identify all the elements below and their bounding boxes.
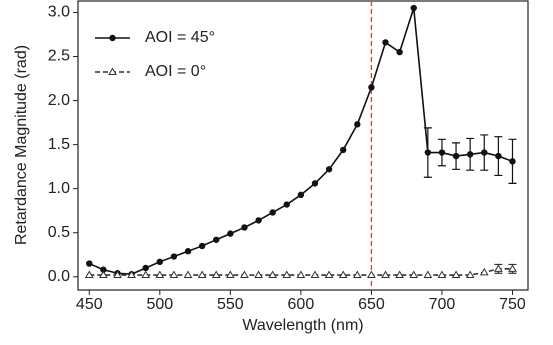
data-point bbox=[451, 270, 461, 279]
x-tick-label: 450 bbox=[76, 296, 103, 313]
x-tick-label: 600 bbox=[288, 296, 315, 313]
y-tick-label: 2.5 bbox=[48, 48, 70, 65]
data-point bbox=[225, 270, 235, 279]
data-point bbox=[142, 264, 149, 272]
data-point bbox=[509, 158, 516, 165]
data-point bbox=[437, 270, 447, 279]
data-point bbox=[465, 270, 475, 279]
y-tick-label: 0.5 bbox=[48, 224, 70, 241]
data-point bbox=[86, 260, 93, 267]
data-point bbox=[381, 270, 390, 279]
legend-label: AOI = 0° bbox=[145, 63, 206, 80]
data-point bbox=[452, 152, 460, 160]
data-point bbox=[310, 270, 320, 279]
y-tick-label: 3.0 bbox=[48, 4, 70, 21]
data-point bbox=[311, 180, 319, 187]
data-point bbox=[409, 270, 419, 279]
data-point bbox=[352, 270, 362, 279]
data-point bbox=[254, 270, 263, 279]
data-point bbox=[324, 270, 334, 279]
data-point bbox=[198, 242, 206, 250]
y-tick-label: 1.5 bbox=[48, 136, 70, 153]
data-point bbox=[495, 152, 502, 160]
x-tick-label: 750 bbox=[499, 296, 526, 313]
data-point bbox=[297, 191, 305, 199]
data-point bbox=[340, 146, 347, 154]
data-point bbox=[382, 39, 389, 46]
y-tick-label: 2.0 bbox=[48, 92, 70, 109]
data-point bbox=[396, 48, 403, 56]
data-point bbox=[113, 270, 122, 279]
x-axis-label: Wavelength (nm) bbox=[242, 317, 363, 334]
data-point bbox=[155, 270, 165, 279]
data-point bbox=[283, 201, 290, 208]
y-tick-label: 1.0 bbox=[48, 180, 70, 197]
data-point bbox=[508, 264, 517, 272]
data-point bbox=[424, 149, 432, 156]
data-point bbox=[184, 248, 192, 255]
data-point bbox=[127, 270, 136, 279]
data-point bbox=[156, 258, 164, 266]
x-tick-label: 550 bbox=[217, 296, 244, 313]
data-point bbox=[211, 270, 221, 279]
data-point bbox=[183, 270, 193, 279]
y-axis-label: Retardance Magnitude (rad) bbox=[13, 45, 30, 245]
legend-label: AOI = 45° bbox=[145, 29, 215, 46]
data-point bbox=[479, 267, 489, 276]
data-point bbox=[367, 270, 376, 279]
data-point bbox=[410, 4, 417, 12]
series-line bbox=[88, 7, 513, 275]
x-tick-label: 500 bbox=[146, 296, 173, 313]
data-point bbox=[227, 230, 234, 237]
data-point bbox=[268, 270, 278, 279]
data-point bbox=[438, 149, 446, 156]
data-point bbox=[213, 236, 220, 243]
data-point bbox=[240, 270, 249, 279]
data-point bbox=[170, 253, 178, 260]
y-tick-label: 0.0 bbox=[48, 268, 70, 285]
data-point bbox=[423, 270, 433, 279]
legend-marker bbox=[109, 34, 116, 42]
data-point bbox=[255, 217, 262, 224]
data-point bbox=[368, 84, 375, 91]
data-point bbox=[325, 166, 333, 173]
x-tick-label: 700 bbox=[429, 296, 456, 313]
data-point bbox=[354, 121, 361, 128]
data-point bbox=[197, 270, 207, 279]
legend-marker bbox=[108, 67, 117, 75]
data-point bbox=[494, 264, 503, 272]
data-point bbox=[269, 209, 276, 216]
data-point bbox=[99, 270, 108, 279]
data-point bbox=[395, 270, 405, 279]
plot-frame bbox=[77, 0, 529, 291]
data-point bbox=[338, 270, 348, 279]
data-point bbox=[84, 270, 94, 279]
data-point bbox=[241, 224, 248, 231]
data-point bbox=[466, 151, 474, 158]
data-point bbox=[169, 270, 179, 279]
data-point bbox=[282, 270, 292, 279]
data-point bbox=[481, 149, 488, 156]
data-point bbox=[100, 266, 107, 273]
x-tick-label: 650 bbox=[358, 296, 385, 313]
data-point bbox=[141, 270, 151, 279]
data-point bbox=[296, 270, 306, 279]
